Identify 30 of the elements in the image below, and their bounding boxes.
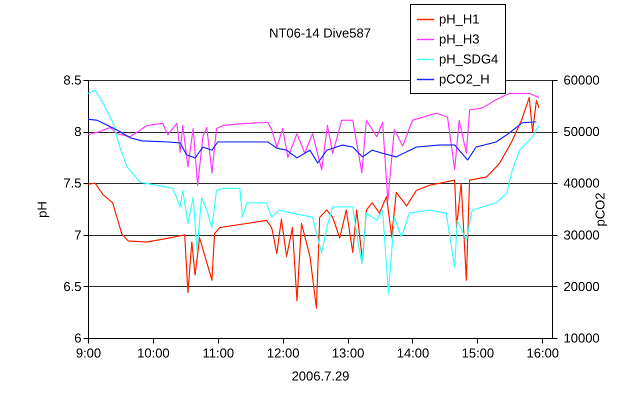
x-tick-label: 15:00 — [462, 346, 494, 360]
x-tick-label: 14:00 — [396, 346, 430, 360]
x-tick-label: 12:00 — [266, 346, 300, 360]
legend-label: pH_H3 — [439, 32, 480, 46]
y2-tick-label: 50000 — [564, 124, 600, 140]
y-tick-label: 8 — [74, 124, 82, 140]
y-tick-label: 7 — [74, 227, 82, 242]
legend-label: pCO2_H — [439, 72, 490, 86]
y2-tick-label: 40000 — [564, 176, 600, 191]
y-tick-label: 8.5 — [63, 72, 82, 88]
x-tick-label: 9:00 — [76, 346, 102, 360]
y-tick-label: 7.5 — [63, 176, 82, 191]
y2-tick-label: 10000 — [564, 330, 600, 346]
y2-tick-label: 30000 — [564, 227, 600, 242]
y2-tick-label: 20000 — [564, 278, 600, 294]
chart-title: NT06-14 Dive587 — [269, 26, 371, 40]
legend-label: pH_H1 — [439, 12, 480, 26]
y2-tick-label: 60000 — [564, 72, 600, 88]
y2-axis-title: pCO2 — [592, 192, 608, 226]
line-series — [88, 118, 538, 164]
x-tick-label: 16:00 — [526, 346, 560, 360]
line-series — [88, 92, 540, 202]
y-tick-label: 6 — [74, 330, 82, 346]
y-tick-label: 6.5 — [63, 278, 82, 294]
x-tick-label: 10:00 — [137, 346, 170, 360]
x-tick-label: 11:00 — [202, 346, 234, 360]
x-axis-title: 2006.7.29 — [292, 368, 350, 384]
legend-label: pH_SDG4 — [439, 52, 498, 66]
x-tick-label: 13:00 — [332, 346, 364, 360]
y-axis-title: pH — [34, 201, 50, 218]
